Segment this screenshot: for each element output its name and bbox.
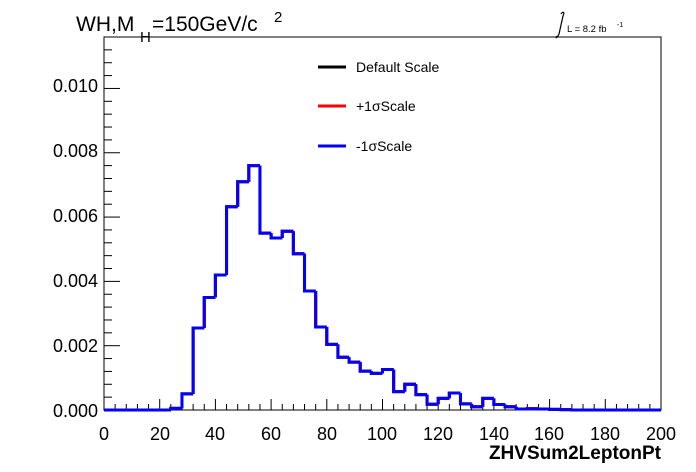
y-axis-tick-labels: 0.000 0.002 0.004 0.006 0.008 0.010 (53, 76, 98, 421)
histogram-bin (503, 404, 517, 409)
histogram-bin (269, 233, 283, 240)
legend-entry-minus-1-sigma: -1σScale (318, 138, 412, 154)
histogram-bin (514, 406, 528, 411)
title-superscript: 2 (274, 9, 282, 26)
histogram-bin (225, 205, 238, 275)
histogram-bin (381, 367, 394, 374)
histogram-bin (247, 164, 260, 182)
histogram-series (104, 164, 661, 412)
y-tick-label: 0.000 (53, 401, 98, 421)
histogram-bin (492, 398, 506, 407)
histogram-bin (303, 253, 316, 293)
x-tick-label: 200 (646, 424, 676, 444)
histogram-bin (191, 326, 205, 394)
x-tick-label: 60 (261, 424, 281, 444)
legend: Default Scale +1σScale -1σScale (318, 59, 439, 154)
histogram-bin (258, 165, 272, 235)
integral-sign (555, 11, 565, 39)
histogram-bin (180, 392, 194, 409)
histogram-bin (481, 396, 494, 407)
x-tick-label: 0 (99, 424, 109, 444)
legend-label-minus-1-sigma: -1σScale (356, 138, 412, 154)
histogram-bin (325, 327, 338, 346)
histogram-bin (470, 403, 483, 409)
luminosity-label: L = 8.2 fb -1 (555, 11, 623, 39)
y-tick-label: 0.008 (53, 141, 98, 161)
y-tick-label: 0.002 (53, 336, 98, 356)
legend-entry-plus-1-sigma: +1σScale (318, 98, 416, 114)
luminosity-exponent: -1 (617, 22, 623, 29)
histogram-bin (436, 396, 450, 405)
y-tick-label: 0.010 (53, 76, 98, 96)
y-tick-label: 0.006 (53, 206, 98, 226)
luminosity-value: L = 8.2 fb (567, 24, 607, 35)
x-tick-label: 80 (317, 424, 337, 444)
x-tick-label: 100 (367, 424, 397, 444)
histogram-bin (202, 295, 216, 329)
x-axis-tick-labels: 0 20 40 60 80 100 120 140 160 180 200 (99, 424, 676, 444)
histogram-bin (458, 392, 472, 406)
histogram-bin (347, 357, 361, 364)
histogram-bin (392, 369, 405, 394)
histogram-bin (336, 344, 350, 359)
histogram-bin (291, 231, 305, 256)
series-3 (104, 164, 661, 412)
x-tick-label: 20 (150, 424, 170, 444)
chart-title: WH,M H =150GeV/c 2 (76, 9, 282, 46)
histogram-bin (358, 362, 372, 373)
title-mass: =150GeV/c (152, 13, 258, 36)
title-main: WH,M (76, 13, 134, 36)
x-axis-label: ZHVSum2LeptonPt (489, 443, 662, 464)
histogram-bin (425, 394, 439, 406)
histogram-bin (169, 406, 182, 410)
x-tick-label: 120 (423, 424, 453, 444)
x-tick-label: 180 (590, 424, 620, 444)
legend-entry-default-scale: Default Scale (318, 59, 439, 75)
x-tick-label: 40 (205, 424, 225, 444)
histogram-bin (236, 180, 249, 207)
legend-label-plus-1-sigma: +1σScale (356, 98, 416, 114)
histogram-bin (414, 384, 428, 397)
histogram-bin (314, 291, 327, 329)
histogram-bin (447, 391, 461, 399)
x-tick-label: 140 (479, 424, 509, 444)
histogram-bin (403, 382, 416, 392)
histogram-bin (213, 273, 227, 298)
y-tick-label: 0.004 (53, 271, 98, 291)
x-tick-label: 160 (534, 424, 564, 444)
histogram-bin (280, 229, 294, 238)
legend-label-default-scale: Default Scale (356, 59, 439, 75)
histogram-bin (369, 371, 383, 375)
